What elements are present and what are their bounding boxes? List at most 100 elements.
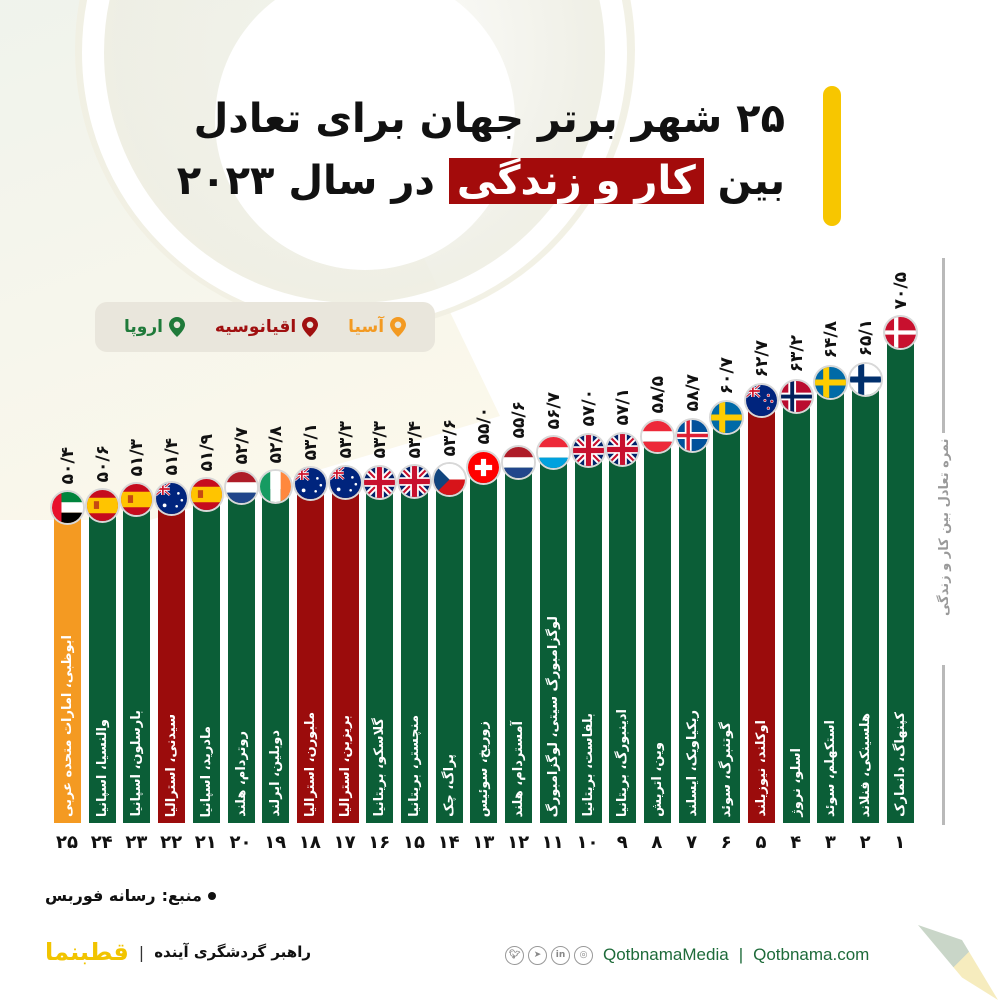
rank-label: ۲۵ xyxy=(56,832,78,853)
bar: ۵۳/۳ بریزبن، استرالیا xyxy=(327,421,363,823)
map-pin-icon xyxy=(390,317,407,337)
legend-item-asia: آسیا xyxy=(348,317,407,337)
bar: ۵۰/۴ ابوظبی، امارات متحده عربی xyxy=(50,447,85,823)
social-handle[interactable]: QotbnamaMedia xyxy=(603,945,729,964)
source-label: منبع: xyxy=(161,886,202,905)
denmark-flag-icon xyxy=(882,315,918,350)
city-label: آمستردام، هلند xyxy=(511,720,527,817)
title-highlight: کار و زندگی xyxy=(448,158,704,204)
bar: ۷۰/۵ کپنهاگ، دانمارک xyxy=(882,272,918,823)
rank-label: ۱۱ xyxy=(541,832,564,853)
bar: ۵۱/۹ مادرید، اسپانیا xyxy=(188,434,224,823)
rank-label: ۱۳ xyxy=(472,832,495,853)
bar: ۵۳/۱ ملبورن، استرالیا xyxy=(292,423,328,823)
rank-label: ۱۹ xyxy=(264,832,287,853)
bar: ۵۱/۳ بارسلون، اسپانیا xyxy=(119,439,155,823)
social-links: 🐦︎ ➤ in ◎ QotbnamaMedia | Qotbnama.com xyxy=(505,945,869,965)
uk-flag-icon xyxy=(605,431,641,467)
rank-label: ۲۲ xyxy=(160,832,183,853)
rank-label: ۵ xyxy=(755,832,767,853)
bar: ۵۵/۶ آمستردام، هلند xyxy=(501,401,537,823)
australia-flag-icon xyxy=(327,464,363,500)
city-label: والنسیا، اسپانیا xyxy=(94,718,110,817)
bar: ۶۵/۱ هلسینکی، فنلاند xyxy=(848,319,884,823)
australia-flag-icon xyxy=(154,481,190,517)
bar: ۵۲/۸ دوبلین، ایرلند xyxy=(258,426,294,823)
rank-label: ۱۸ xyxy=(298,832,321,853)
legend-label: اقیانوسیه xyxy=(214,317,297,337)
rank-label: ۸ xyxy=(651,832,663,853)
uk-flag-icon xyxy=(362,464,398,500)
title-line-2: بین کار و زندگی در سال ۲۰۲۳ xyxy=(177,150,785,212)
footer-separator: | xyxy=(738,945,744,964)
bar: ۶۴/۸ استکهلم، سوئد xyxy=(813,321,849,823)
bullet-icon xyxy=(207,891,216,900)
city-label: منچستر، بریتانیا xyxy=(407,715,422,817)
netherlands-flag-icon xyxy=(501,444,537,480)
legend: اروپا اقیانوسیه آسیا xyxy=(95,302,435,352)
rank-label: ۱۰ xyxy=(576,832,599,853)
spain-flag-icon xyxy=(84,488,120,524)
source-note: منبع: رسانه فوربس xyxy=(45,886,216,905)
rank-label: ۲۳ xyxy=(125,832,148,853)
city-label: گوتنبرگ، سوئد xyxy=(719,721,735,817)
bar: ۵۷/۰ بلفاست، بریتانیا xyxy=(570,389,606,823)
bar: ۶۲/۷ اوکلند، نیوزیلند xyxy=(744,340,779,823)
luxembourg-flag-icon xyxy=(535,435,571,471)
czech-flag-icon xyxy=(431,462,467,498)
city-label: بریزبن، استرالیا xyxy=(337,714,353,817)
bar: ۵۵/۰ زوریخ، سوئیس xyxy=(466,407,502,823)
rank-label: ۶ xyxy=(720,832,732,853)
bar: ۵۳/۳ گلاسکو، بریتانیا xyxy=(362,421,398,823)
bar: ۵۲/۷ روتردام، هلند xyxy=(223,427,259,823)
city-label: کپنهاگ، دانمارک xyxy=(892,712,908,817)
legend-label: آسیا xyxy=(348,317,385,337)
y-axis-line xyxy=(942,258,945,433)
map-pin-icon xyxy=(302,317,319,337)
rank-label: ۲ xyxy=(859,832,871,853)
title-line-1: ۲۵ شهر برتر جهان برای تعادل xyxy=(193,96,785,142)
website-link[interactable]: Qotbnama.com xyxy=(753,945,870,964)
netherlands-flag-icon xyxy=(223,469,259,505)
y-axis-label: نمره تعادل بین کار و زندگی xyxy=(936,438,952,616)
twitter-icon[interactable]: 🐦︎ xyxy=(505,945,524,965)
city-label: سیدنی، استرالیا xyxy=(164,713,180,817)
city-label: اسلو، نروژ xyxy=(788,748,804,817)
sweden-flag-icon xyxy=(813,364,849,400)
linkedin-icon[interactable]: in xyxy=(551,945,570,965)
australia-flag-icon xyxy=(292,466,328,502)
ireland-flag-icon xyxy=(258,469,294,505)
city-label: پراگ، چک xyxy=(441,754,457,817)
background-inner-circle xyxy=(215,0,515,270)
city-label: دوبلین، ایرلند xyxy=(268,730,284,817)
iceland-flag-icon xyxy=(674,417,710,453)
city-label: هلسینکی، فنلاند xyxy=(858,712,874,817)
legend-label: اروپا xyxy=(124,317,163,337)
sweden-flag-icon xyxy=(709,400,745,436)
city-label: ابوظبی، امارات متحده عربی xyxy=(60,634,75,817)
finland-flag-icon xyxy=(848,362,884,397)
newzealand-flag-icon xyxy=(744,382,779,418)
instagram-icon[interactable]: ◎ xyxy=(574,945,593,965)
legend-item-oceania: اقیانوسیه xyxy=(214,317,319,337)
uae-flag-icon xyxy=(50,490,85,525)
brand-slogan: راهبر گردشگری آینده xyxy=(154,943,311,961)
telegram-icon[interactable]: ➤ xyxy=(528,945,547,965)
brand-logo: قطبنما xyxy=(45,938,130,966)
city-label: اوکلند، نیوزیلند xyxy=(754,720,769,817)
rank-label: ۳ xyxy=(824,832,836,853)
bar: ۵۳/۴ منچستر، بریتانیا xyxy=(397,421,432,823)
title-line-2-start: بین xyxy=(717,158,785,204)
rank-label: ۴ xyxy=(790,832,802,853)
uk-flag-icon xyxy=(570,432,606,468)
bar-value: ۷۰/۵ xyxy=(890,271,911,309)
brand: قطبنما | راهبر گردشگری آینده xyxy=(45,938,311,966)
spain-flag-icon xyxy=(188,476,224,512)
bar: ۵۸/۷ ریکیاویک، ایسلند xyxy=(674,374,710,823)
bar: ۶۳/۲ اسلو، نروژ xyxy=(778,335,814,823)
city-label: بلفاست، بریتانیا xyxy=(580,713,596,817)
uk-flag-icon xyxy=(397,463,432,499)
rank-label: ۱ xyxy=(894,832,906,853)
rank-label: ۱۷ xyxy=(333,832,356,853)
y-axis-line xyxy=(942,665,945,825)
